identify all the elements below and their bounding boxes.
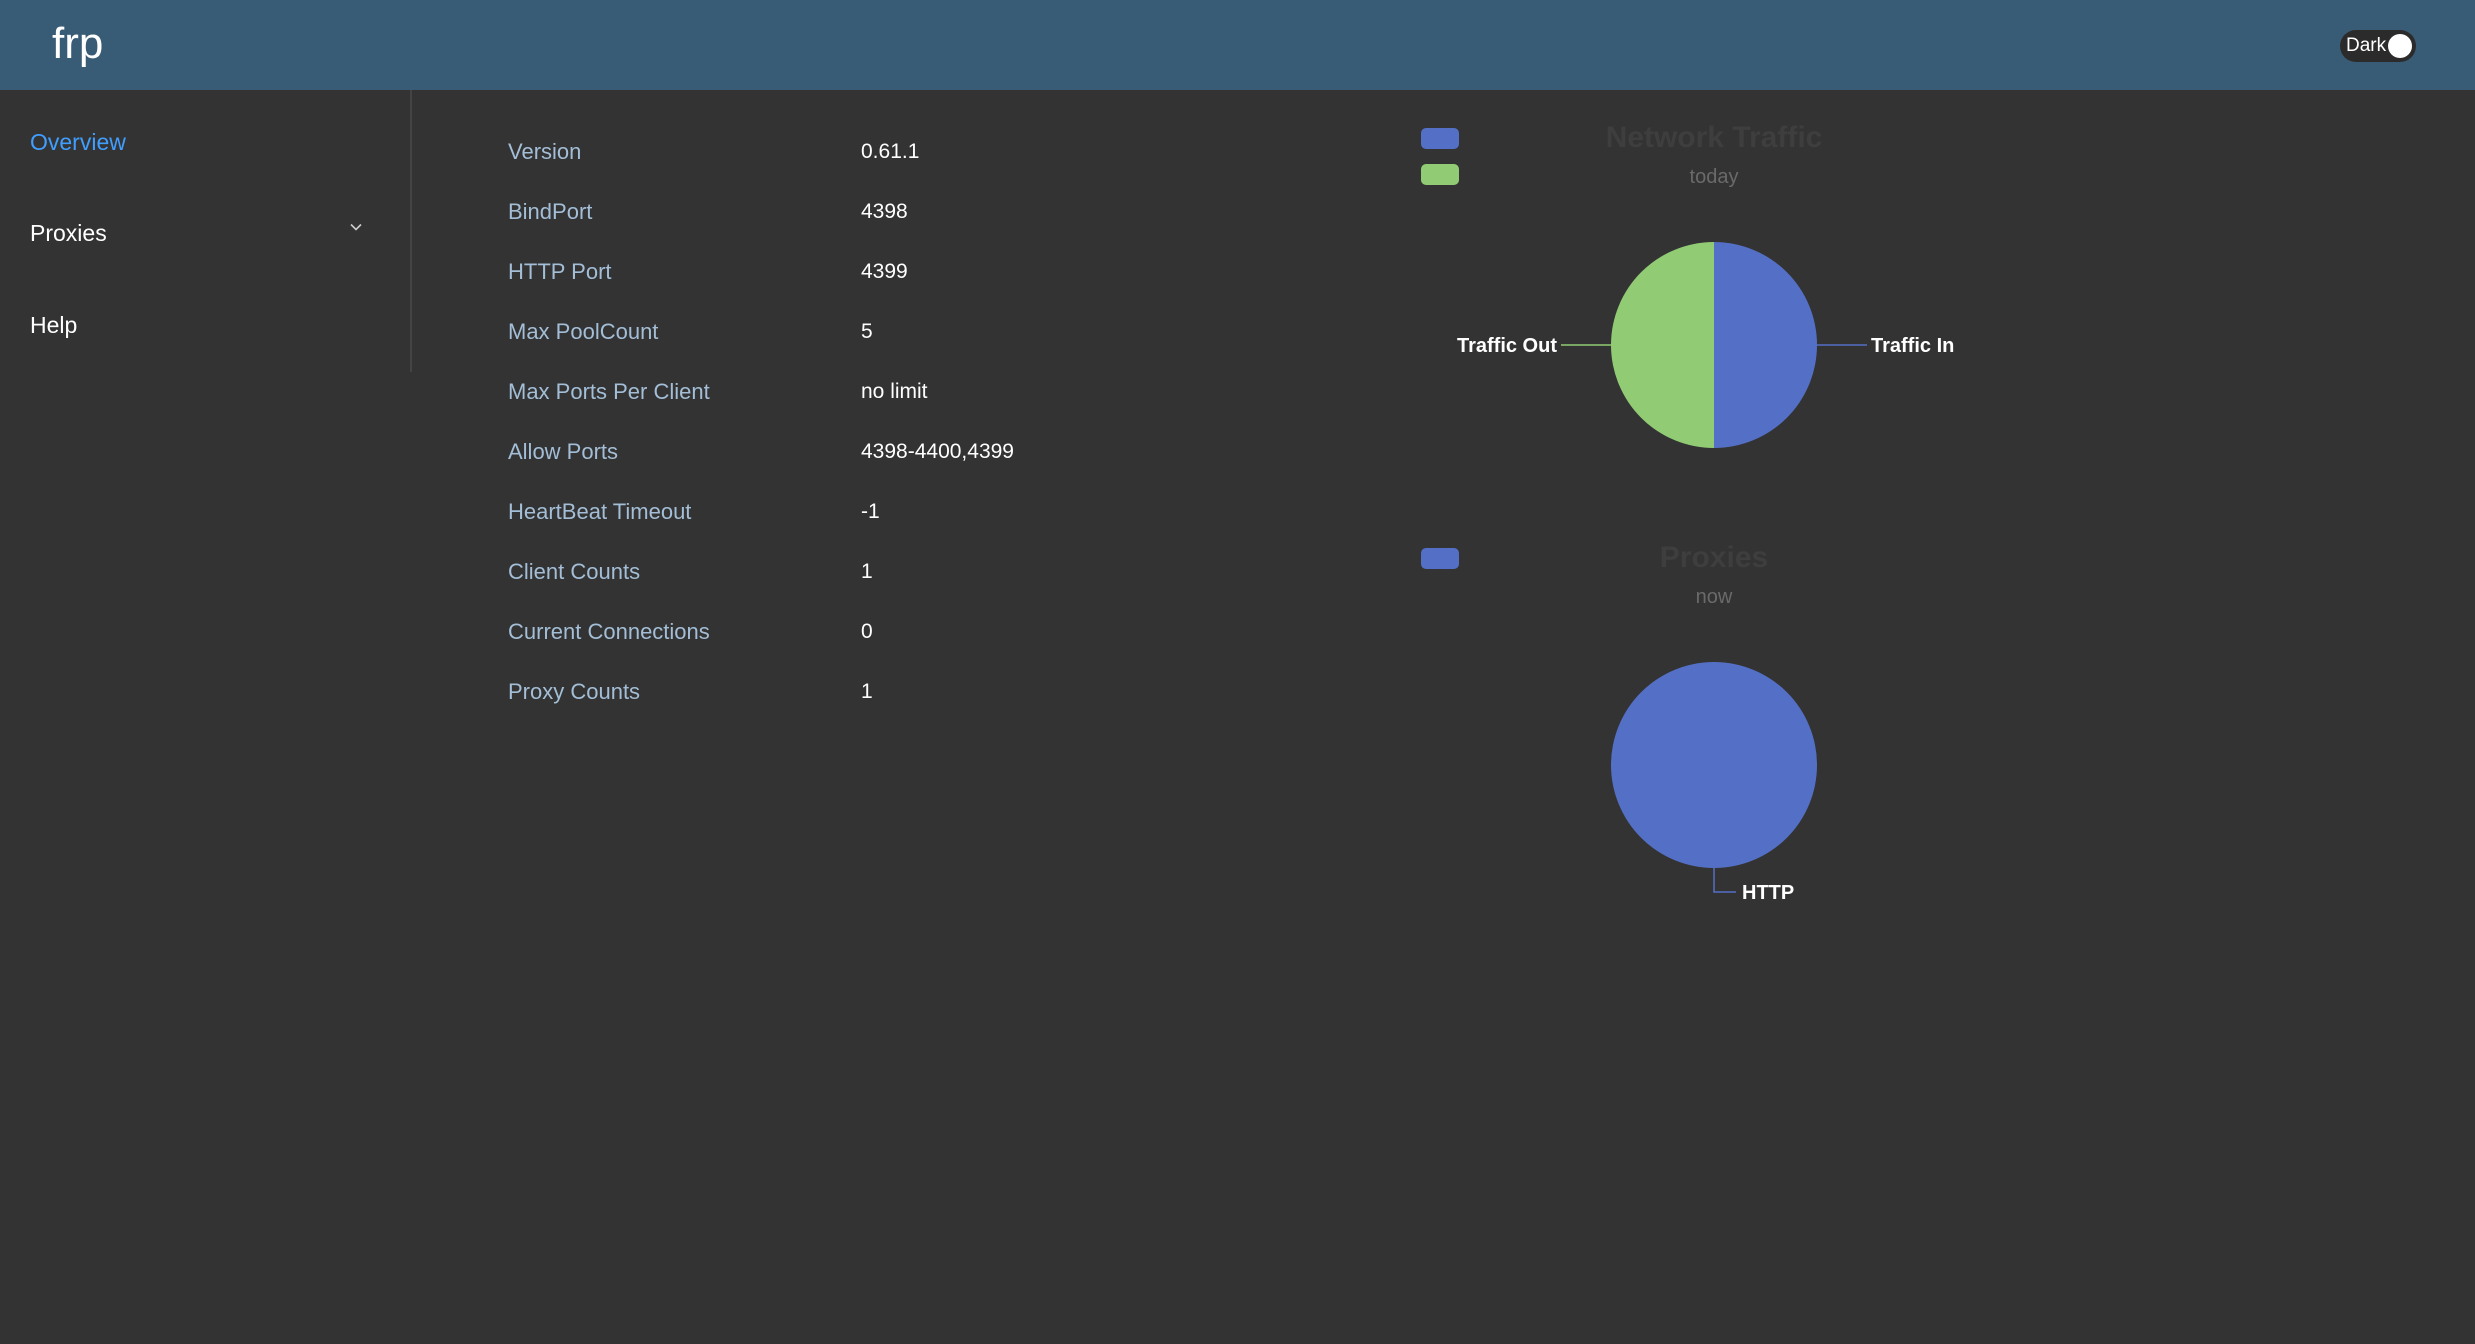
network-traffic-chart-subtitle: today [1689,166,1739,188]
network-traffic-chart-title: Network Traffic [1605,121,1823,154]
info-value: 0 [861,620,873,643]
app-brand[interactable]: frp [52,19,104,68]
info-label: Current Connections [508,619,710,644]
proxies-pie: HTTP [1611,662,1817,906]
info-row-version: Version 0.61.1 [508,137,1308,177]
info-value: 0.61.1 [861,140,920,163]
pie-label-line-http [1713,868,1736,893]
sidebar: Overview Proxies Help [0,90,412,372]
network-traffic-pie: Traffic In Traffic Out [1455,242,1956,448]
sidebar-item-help[interactable]: Help [30,312,78,338]
pie-slice-http[interactable] [1611,662,1817,868]
toggle-knob [2388,34,2412,58]
info-label: HTTP Port [508,259,612,284]
info-row-heartbeat-timeout: HeartBeat Timeout -1 [508,497,1308,537]
info-label: HeartBeat Timeout [508,499,692,524]
info-value: 5 [861,320,873,343]
chevron-down-icon[interactable] [350,221,362,233]
pie-slice-traffic-out[interactable] [1611,242,1714,448]
sidebar-item-proxies[interactable]: Proxies [30,220,107,246]
info-label: Version [508,139,582,164]
info-value: -1 [861,500,880,523]
info-label: Max PoolCount [508,319,659,344]
info-row-client-counts: Client Counts 1 [508,557,1308,597]
info-label: BindPort [508,199,593,224]
info-value: 1 [861,560,873,583]
info-value: 4398 [861,200,908,223]
info-row-current-connections: Current Connections 0 [508,617,1308,657]
info-label: Client Counts [508,559,641,584]
proxies-chart-subtitle: now [1695,586,1733,608]
info-row-proxy-counts: Proxy Counts 1 [508,677,1308,717]
legend-chip-traffic-in[interactable] [1421,128,1459,149]
info-value: 1 [861,680,873,703]
dark-mode-toggle[interactable]: Dark [2340,30,2416,62]
info-label: Proxy Counts [508,679,641,704]
info-row-max-poolcount: Max PoolCount 5 [508,317,1308,357]
info-row-bindport: BindPort 4398 [508,197,1308,237]
info-row-max-ports-per-client: Max Ports Per Client no limit [508,377,1308,417]
info-value: no limit [861,380,928,403]
dark-mode-toggle-label: Dark [2346,35,2387,56]
pie-label-traffic-out: Traffic Out [1457,335,1557,357]
info-value: 4398-4400,4399 [861,440,1014,463]
pie-label-traffic-in: Traffic In [1871,335,1954,357]
info-label: Allow Ports [508,439,619,464]
legend-chip-traffic-out[interactable] [1421,164,1459,185]
info-value: 4399 [861,260,908,283]
pie-slice-traffic-in[interactable] [1714,242,1817,448]
info-label: Max Ports Per Client [508,379,710,404]
proxies-chart-title: Proxies [1659,541,1769,574]
sidebar-item-overview[interactable]: Overview [30,129,126,155]
info-row-allow-ports: Allow Ports 4398-4400,4399 [508,437,1308,477]
top-header: frp Dark [0,0,2475,90]
legend-chip-http[interactable] [1421,548,1459,569]
info-row-http-port: HTTP Port 4399 [508,257,1308,297]
pie-label-http: HTTP [1742,882,1794,904]
